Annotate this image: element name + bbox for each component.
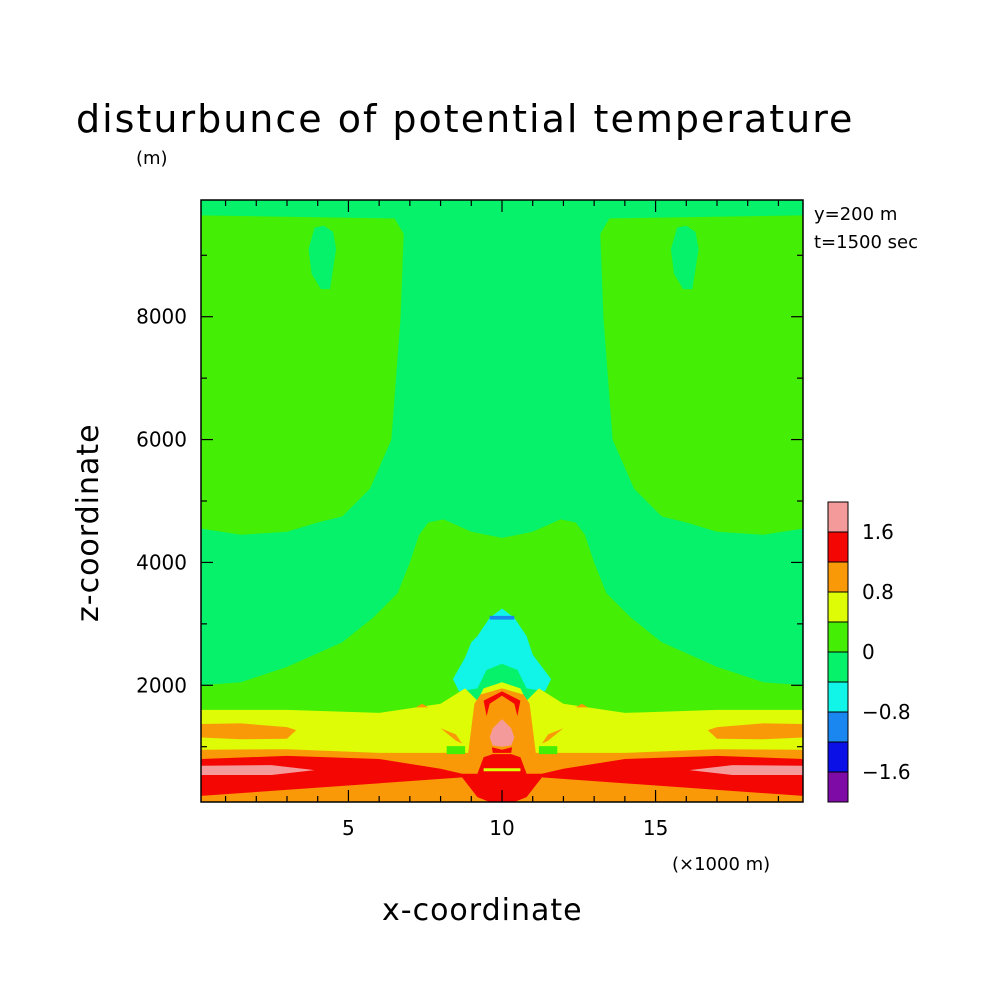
colorbar-swatch bbox=[827, 741, 849, 773]
contour-region-11 bbox=[201, 723, 297, 740]
colorbar-label: 1.6 bbox=[862, 520, 894, 544]
colorbar-label: 0 bbox=[862, 640, 875, 664]
contour-region-2 bbox=[600, 215, 803, 535]
contour-region-25 bbox=[416, 703, 429, 708]
x-tick-label: 5 bbox=[342, 816, 355, 840]
contour-region-16 bbox=[483, 768, 521, 772]
contour-region-8 bbox=[489, 615, 515, 620]
y-tick-label: 6000 bbox=[136, 428, 187, 452]
colorbar-swatch bbox=[827, 651, 849, 683]
contour-region-21 bbox=[440, 728, 463, 744]
colorbar-swatch bbox=[827, 681, 849, 713]
contour-region-7 bbox=[452, 608, 552, 692]
contour-region-1 bbox=[201, 215, 404, 535]
contour-fill bbox=[201, 200, 803, 802]
contour-region-23 bbox=[446, 746, 466, 755]
contour-region-22 bbox=[541, 728, 564, 744]
x-tick-label: 10 bbox=[489, 816, 514, 840]
y-tick-label: 4000 bbox=[136, 550, 187, 574]
colorbar-swatch bbox=[827, 501, 849, 533]
colorbar-label: −1.6 bbox=[862, 760, 911, 784]
y-tick-label: 8000 bbox=[136, 305, 187, 329]
colorbar-swatch bbox=[827, 531, 849, 563]
contour-region-3 bbox=[308, 225, 337, 290]
colorbar-swatch bbox=[827, 621, 849, 653]
contour-region-26 bbox=[575, 703, 588, 708]
colorbar-label: −0.8 bbox=[862, 700, 911, 724]
colorbar-swatch bbox=[827, 711, 849, 743]
contour-region-15 bbox=[689, 765, 803, 775]
z-unit-label: (m) bbox=[136, 148, 168, 169]
contour-region-12 bbox=[707, 723, 803, 740]
chart-title: disturbunce of potential temperature bbox=[76, 97, 854, 141]
y-axis-label: z-coordinate bbox=[71, 423, 106, 622]
colorbar-swatch bbox=[827, 561, 849, 593]
contour-region-20 bbox=[489, 719, 515, 747]
colorbar: 1.6 0.8 0 −0.8 −1.6 bbox=[827, 501, 911, 803]
contour-region-13 bbox=[201, 754, 803, 802]
x-unit-label: (×1000 m) bbox=[672, 854, 770, 875]
contour-region-24 bbox=[538, 746, 558, 755]
annotation-t: t=1500 sec bbox=[814, 232, 918, 253]
colorbar-swatch bbox=[827, 591, 849, 623]
colorbar-swatch bbox=[827, 771, 849, 803]
annotation-y: y=200 m bbox=[814, 204, 897, 225]
contour-region-4 bbox=[670, 225, 699, 290]
colorbar-label: 0.8 bbox=[862, 580, 894, 604]
contour-region-14 bbox=[201, 765, 315, 775]
y-tick-label: 2000 bbox=[136, 673, 187, 697]
axis-ticks: 5 10 15 2000 4000 6000 8000 bbox=[136, 200, 803, 840]
x-tick-label: 15 bbox=[643, 816, 668, 840]
x-axis-label: x-coordinate bbox=[382, 893, 583, 928]
